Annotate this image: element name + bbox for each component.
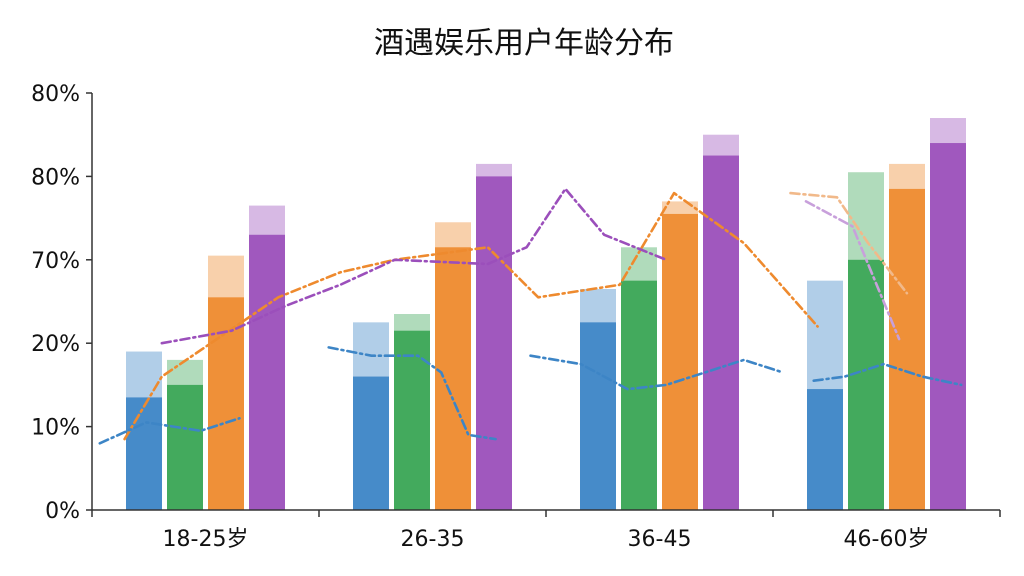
trend-line bbox=[123, 191, 819, 441]
bar bbox=[807, 389, 843, 510]
bar bbox=[249, 234, 285, 510]
bar bbox=[703, 155, 739, 511]
ticks-layer: 0% 10% 20% 70% 80% 80% 18-25岁 26-35 36-45 46-60岁 bbox=[31, 82, 1001, 552]
bar bbox=[621, 280, 657, 510]
bar bbox=[662, 213, 698, 510]
y-tick-label: 70% bbox=[31, 249, 80, 274]
y-tick-label: 80% bbox=[31, 165, 80, 190]
bar bbox=[394, 330, 430, 510]
bar bbox=[930, 143, 966, 511]
trend-line bbox=[327, 346, 497, 441]
bar bbox=[889, 188, 925, 510]
trend-line bbox=[529, 354, 785, 391]
trend-line bbox=[804, 200, 901, 341]
bars-layer bbox=[126, 118, 966, 511]
bar bbox=[848, 259, 884, 510]
trend-line bbox=[812, 362, 963, 387]
trend-line bbox=[160, 187, 668, 345]
trend-line bbox=[98, 416, 241, 445]
chart-title: 酒遇娱乐用户年龄分布 bbox=[374, 26, 674, 61]
x-category-label: 46-60岁 bbox=[844, 527, 930, 552]
bar bbox=[208, 297, 244, 510]
y-tick-label: 0% bbox=[45, 499, 80, 524]
x-category-label: 36-45 bbox=[628, 527, 692, 552]
bar bbox=[435, 247, 471, 511]
lines-layer bbox=[98, 187, 963, 445]
bar bbox=[167, 384, 203, 510]
y-tick-label: 80% bbox=[31, 82, 80, 107]
bar bbox=[353, 376, 389, 510]
y-tick-label: 20% bbox=[31, 332, 80, 357]
y-tick-label: 10% bbox=[31, 416, 80, 441]
x-category-label: 18-25岁 bbox=[163, 527, 249, 552]
x-category-label: 26-35 bbox=[401, 527, 465, 552]
bar bbox=[476, 176, 512, 510]
trend-line bbox=[789, 191, 909, 295]
bar bbox=[580, 322, 616, 510]
bar bbox=[126, 397, 162, 510]
